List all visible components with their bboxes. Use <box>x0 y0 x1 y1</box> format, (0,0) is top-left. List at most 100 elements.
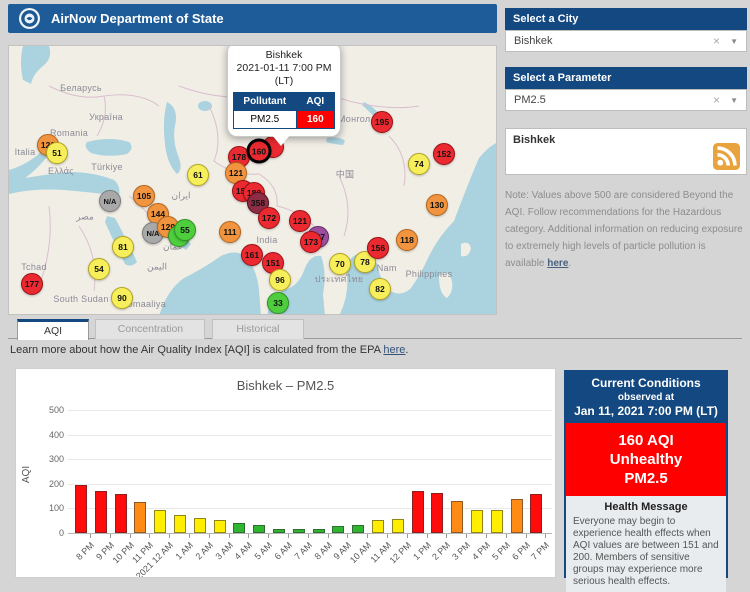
epa-here-link[interactable]: here <box>383 344 405 356</box>
chart-x-label: 12 PM <box>387 540 412 565</box>
chart-x-tick <box>427 534 428 538</box>
chart-gridline <box>68 484 552 485</box>
map-marker[interactable]: 54 <box>88 258 110 280</box>
map-marker[interactable]: N/A <box>99 190 121 212</box>
map-marker[interactable]: 195 <box>371 111 393 133</box>
chart-bar <box>313 529 325 533</box>
conditions-aqi-value: 160 AQI <box>566 431 726 450</box>
conditions-title: Current Conditions <box>568 376 724 391</box>
map-marker[interactable]: 111 <box>219 221 241 243</box>
conditions-pollutant: PM2.5 <box>566 469 726 488</box>
chart-y-axis-label: AQI <box>21 466 32 483</box>
city-select[interactable]: Bishkek × ▼ <box>505 30 747 52</box>
popup-tail <box>272 135 290 146</box>
chart-y-tick: 200 <box>32 479 64 489</box>
chart-x-label: 4 PM <box>470 540 492 562</box>
chart-x-tick <box>407 534 408 538</box>
chart-x-label: 3 PM <box>450 540 472 562</box>
map-marker[interactable]: 55 <box>174 219 196 241</box>
tab-concentration[interactable]: Concentration <box>95 319 205 339</box>
chart-x-tick <box>288 534 289 538</box>
map-place-label: India <box>256 235 277 245</box>
map-marker[interactable]: 33 <box>267 292 289 314</box>
map-marker[interactable]: 172 <box>258 207 280 229</box>
chart-x-tick <box>545 534 546 538</box>
chart-bar <box>174 515 186 533</box>
note-here-link[interactable]: here <box>547 258 568 269</box>
map-marker[interactable]: 121 <box>289 210 311 232</box>
chart-bar <box>293 529 305 533</box>
map-marker-selected[interactable]: 160 <box>247 139 272 164</box>
app-header: AirNow Department of State <box>8 4 497 33</box>
map-place-label: مصر <box>76 212 94 223</box>
tab-historical[interactable]: Historical <box>212 319 304 339</box>
chart-x-label: 5 PM <box>490 540 512 562</box>
chart-x-tick <box>446 534 447 538</box>
map-marker[interactable]: 177 <box>21 273 43 295</box>
health-message-text: Everyone may begin to experience health … <box>573 516 719 587</box>
chart-x-tick <box>268 534 269 538</box>
map-marker[interactable]: 96 <box>269 269 291 291</box>
map-marker[interactable]: 61 <box>187 164 209 186</box>
chart-bar <box>412 491 424 533</box>
chart-bar <box>511 499 523 533</box>
map-marker[interactable]: 118 <box>396 229 418 251</box>
map-marker[interactable]: 130 <box>426 194 448 216</box>
chart-y-tick: 500 <box>32 405 64 415</box>
chart-x-label: 1 PM <box>411 540 433 562</box>
chart-x-tick <box>347 534 348 538</box>
map-marker[interactable]: 51 <box>46 142 68 164</box>
map-marker[interactable]: 70 <box>329 253 351 275</box>
city-clear-icon[interactable]: × <box>713 31 720 51</box>
chart-gridline <box>68 410 552 411</box>
chart-bar <box>233 523 245 533</box>
chart-bar <box>75 485 87 533</box>
learn-more-suffix: . <box>405 344 408 356</box>
chart-x-label: 3 AM <box>213 540 235 562</box>
map-marker[interactable]: 90 <box>111 287 133 309</box>
parameter-select[interactable]: PM2.5 × ▼ <box>505 89 747 111</box>
chart-x-tick <box>110 534 111 538</box>
conditions-category: Unhealthy <box>566 450 726 469</box>
map-marker[interactable]: 161 <box>241 244 263 266</box>
chart-x-tick <box>367 534 368 538</box>
tab-aqi[interactable]: AQI <box>17 319 89 340</box>
health-message-title: Health Message <box>573 501 719 513</box>
learn-more-text: Learn more about how the Air Quality Ind… <box>10 344 383 356</box>
parameter-chevron-down-icon[interactable]: ▼ <box>730 91 738 111</box>
chart-x-label: 4 AM <box>233 540 255 562</box>
map-marker[interactable]: 156 <box>367 237 389 259</box>
note-text: Note: Values above 500 are considered Be… <box>505 190 743 269</box>
chart-gridline <box>68 459 552 460</box>
popup-timezone: (LT) <box>233 75 335 88</box>
city-chevron-down-icon[interactable]: ▼ <box>730 32 738 52</box>
chart-x-label: 5 AM <box>253 540 275 562</box>
app-title: AirNow Department of State <box>51 11 224 26</box>
map-marker[interactable]: 173 <box>300 231 322 253</box>
chart-bar <box>214 520 226 533</box>
rss-feed-icon[interactable] <box>713 143 740 170</box>
chart-y-tick: 100 <box>32 503 64 513</box>
chart-bar <box>253 525 265 533</box>
chart-bar <box>431 493 443 533</box>
map-marker[interactable]: 82 <box>369 278 391 300</box>
chart-x-tick <box>328 534 329 538</box>
map-marker[interactable]: 74 <box>408 153 430 175</box>
chart-y-tick: 0 <box>32 528 64 538</box>
chart-bar <box>471 510 483 533</box>
health-message-block: Health Message Everyone may begin to exp… <box>566 496 726 592</box>
map-marker[interactable]: 152 <box>433 143 455 165</box>
chart-x-label: 10 PM <box>110 540 135 565</box>
map-marker[interactable]: 81 <box>112 236 134 258</box>
chart-x-label: 8 AM <box>312 540 334 562</box>
chart-bar <box>134 502 146 533</box>
aqi-world-map[interactable]: БеларусьУкраїнаRomaniaItaliaΕλλάςTürkiye… <box>8 45 497 315</box>
chart-x-tick <box>209 534 210 538</box>
popup-col-pollutant: Pollutant <box>234 93 297 111</box>
map-place-label: Україна <box>89 112 123 122</box>
chart-x-tick <box>130 534 131 538</box>
parameter-clear-icon[interactable]: × <box>713 90 720 110</box>
chart-bar <box>332 526 344 533</box>
popup-datetime: 2021-01-11 7:00 PM <box>233 62 335 75</box>
chart-x-label: 7 AM <box>292 540 314 562</box>
